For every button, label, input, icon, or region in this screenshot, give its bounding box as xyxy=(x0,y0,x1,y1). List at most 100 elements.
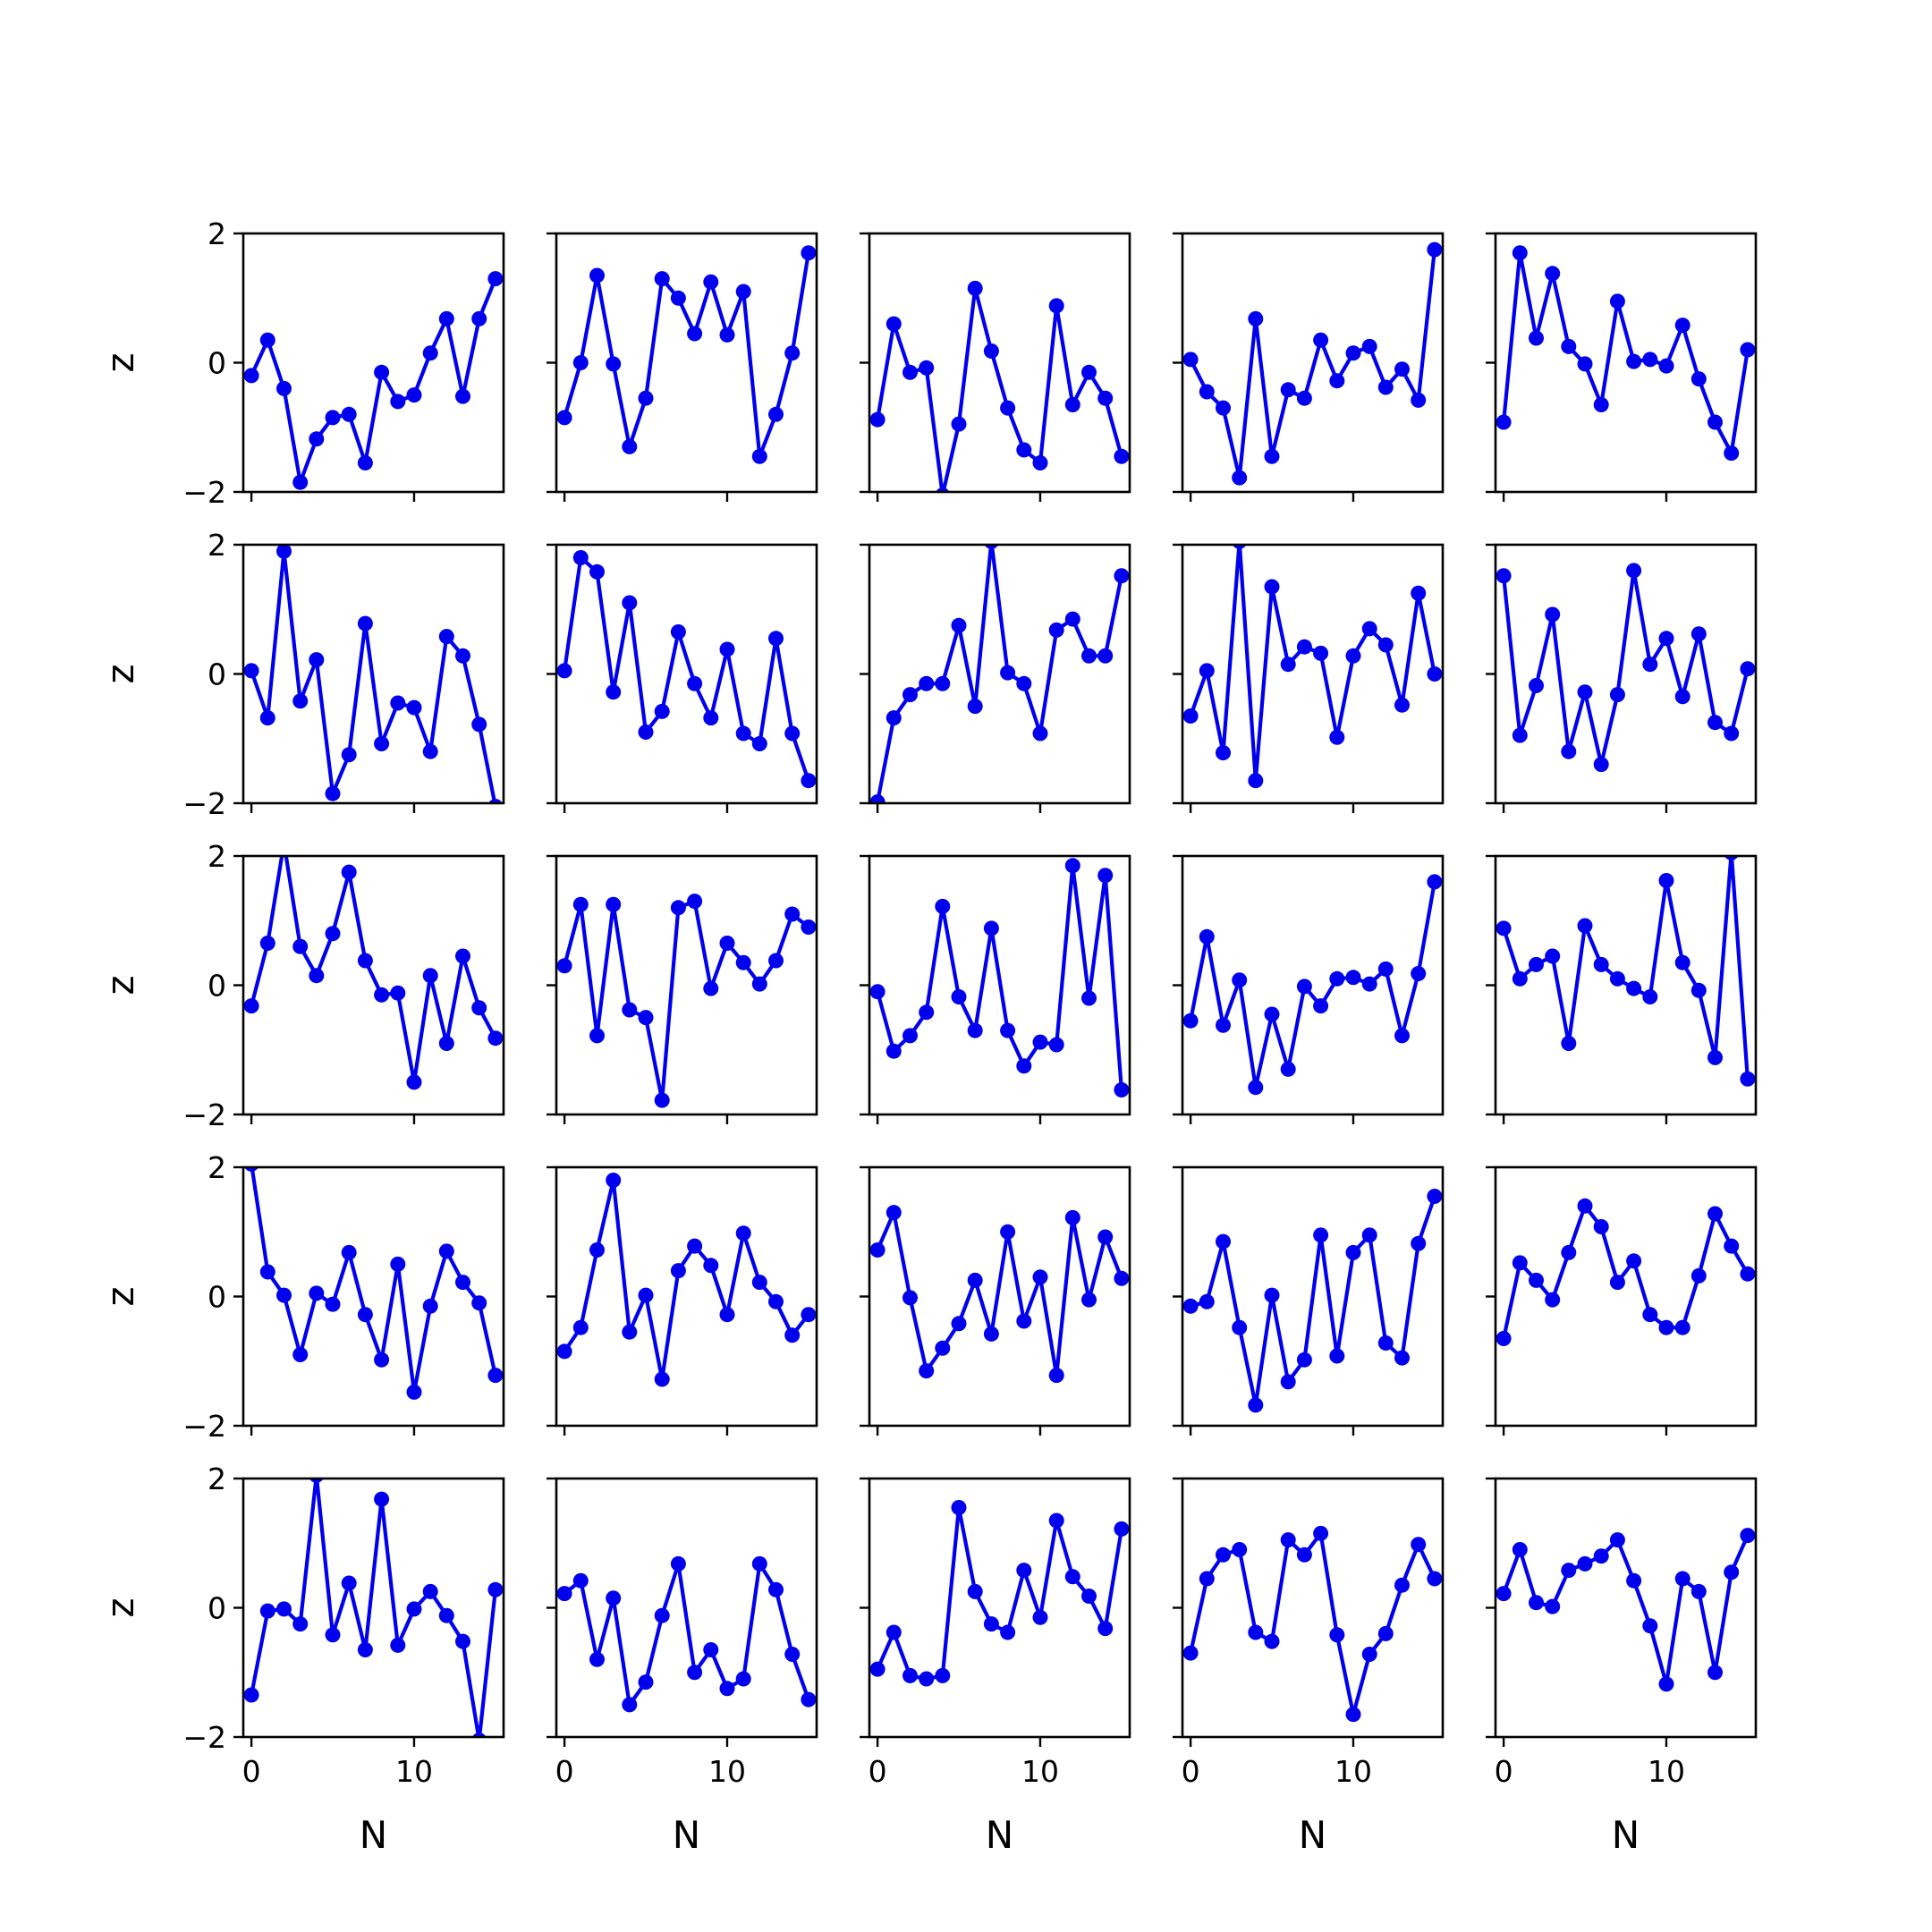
data-point xyxy=(622,1324,638,1340)
data-point xyxy=(390,394,406,410)
data-point xyxy=(654,1092,670,1108)
data-point xyxy=(983,920,999,936)
data-point xyxy=(455,388,470,404)
data-point xyxy=(719,1307,735,1323)
data-point xyxy=(1233,545,1247,549)
data-point xyxy=(1529,956,1544,972)
data-point xyxy=(1377,961,1394,977)
data-point xyxy=(1740,1071,1756,1087)
data-point xyxy=(422,1298,438,1314)
data-point xyxy=(735,725,751,741)
data-point xyxy=(406,1601,422,1617)
data-point xyxy=(622,438,638,454)
series-line xyxy=(562,555,811,783)
data-point xyxy=(1690,1583,1707,1599)
data-point xyxy=(1674,689,1690,705)
data-point xyxy=(1081,364,1097,380)
data-point xyxy=(1577,1555,1593,1572)
data-point xyxy=(687,894,703,910)
data-point xyxy=(1427,242,1443,258)
data-point xyxy=(1394,1028,1410,1044)
data-point xyxy=(1248,773,1264,789)
data-point xyxy=(951,1316,967,1332)
series-line xyxy=(250,1479,498,1737)
data-point xyxy=(951,617,967,633)
data-point xyxy=(556,1586,572,1602)
data-point xyxy=(455,948,470,964)
x-axis-label: N xyxy=(986,1813,1013,1857)
data-point xyxy=(1674,954,1690,970)
data-point xyxy=(869,984,886,1000)
data-point xyxy=(1264,1287,1280,1303)
data-point xyxy=(243,663,259,679)
data-point xyxy=(983,1616,999,1632)
data-point xyxy=(703,710,719,726)
data-point xyxy=(276,1287,292,1303)
data-point xyxy=(292,1347,309,1362)
data-point xyxy=(638,1674,654,1690)
data-point xyxy=(1658,1319,1674,1335)
data-point xyxy=(703,1258,719,1274)
data-point xyxy=(1199,663,1215,679)
data-point xyxy=(1114,568,1130,584)
x-tick-label: 0 xyxy=(555,1754,574,1789)
data-point xyxy=(357,615,373,631)
data-point xyxy=(309,1479,324,1483)
data-point xyxy=(1199,1293,1215,1309)
data-point xyxy=(1512,727,1528,743)
data-point xyxy=(1642,1618,1658,1634)
data-point xyxy=(1496,414,1512,430)
data-point xyxy=(1345,1707,1361,1723)
data-point xyxy=(357,1307,373,1323)
data-point xyxy=(1593,956,1609,972)
data-point xyxy=(406,699,422,716)
data-point xyxy=(1216,745,1231,761)
x-axis-label: N xyxy=(360,1813,387,1857)
data-point xyxy=(1345,345,1361,361)
data-point xyxy=(1280,382,1296,398)
data-point xyxy=(1529,1272,1544,1288)
data-point xyxy=(1512,1255,1528,1271)
data-point xyxy=(374,736,390,751)
data-point xyxy=(374,987,390,1003)
data-point xyxy=(341,406,357,422)
data-point xyxy=(869,411,886,428)
data-point xyxy=(1411,1235,1427,1251)
data-point xyxy=(606,1173,622,1188)
data-point xyxy=(1296,979,1312,995)
y-axis-label: z xyxy=(98,352,142,372)
data-point xyxy=(1248,1080,1264,1096)
data-point xyxy=(1361,621,1377,637)
data-point xyxy=(572,550,589,565)
panel-r4-c2-series xyxy=(556,1173,817,1387)
data-point xyxy=(1199,1571,1215,1587)
data-point xyxy=(276,835,292,851)
data-point xyxy=(589,564,605,580)
panel-r4-c4-series xyxy=(1182,1189,1443,1413)
data-point xyxy=(1642,657,1658,673)
data-point xyxy=(1264,448,1280,464)
axes-frame xyxy=(868,543,1131,805)
data-point xyxy=(1707,1049,1723,1065)
data-point xyxy=(259,710,275,726)
data-point xyxy=(967,699,983,715)
data-point xyxy=(406,387,422,403)
data-point xyxy=(1313,332,1329,348)
series-line xyxy=(1188,1531,1437,1716)
data-point xyxy=(1593,397,1609,412)
data-point xyxy=(309,652,325,668)
data-point xyxy=(309,431,325,447)
data-point xyxy=(357,1642,373,1657)
data-point xyxy=(1114,1270,1130,1286)
y-tick-label: −2 xyxy=(182,475,226,510)
data-point xyxy=(455,648,470,664)
data-point xyxy=(638,724,654,740)
data-point xyxy=(1199,928,1215,945)
data-point xyxy=(1626,353,1642,369)
data-point xyxy=(1561,1244,1577,1260)
series-line xyxy=(562,1562,811,1707)
panel-r1-c1: −2 0 2 z xyxy=(98,216,505,510)
panel-r1-c4 xyxy=(1173,232,1445,502)
panel-r1-c4-series xyxy=(1182,242,1443,486)
data-point xyxy=(967,1272,983,1288)
